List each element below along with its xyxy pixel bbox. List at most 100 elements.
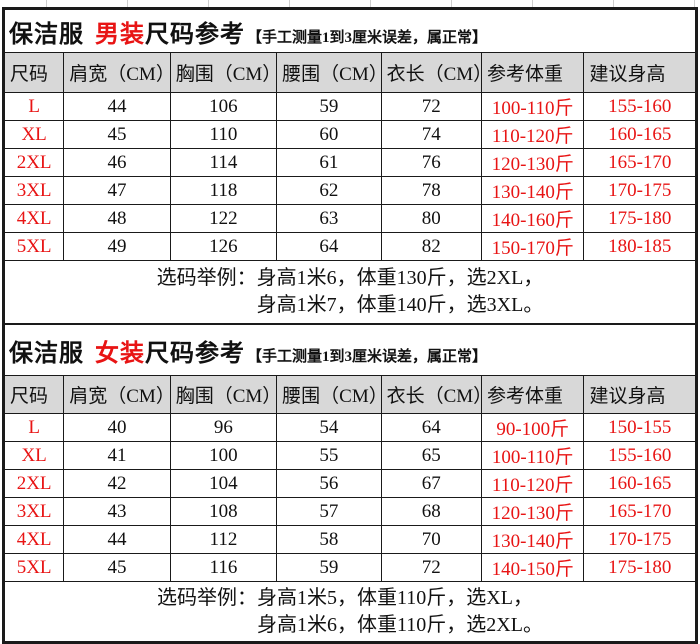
measurement-tolerance-note: 【手工测量1到3厘米误差，属正常】 [247,348,488,365]
col-header-weight: 参考体重 [481,52,585,93]
cell-height: 160-165 [583,469,696,498]
col-header-weight: 参考体重 [481,375,585,414]
womens-size-table: 保洁服 女装尺码参考 【手工测量1到3厘米误差，属正常】 尺码 肩宽（CM） 胸围（… [3,324,696,642]
cell-length: 64 [380,413,483,442]
cell-shoulder: 43 [63,497,171,526]
womens-header-row: 尺码 肩宽（CM） 胸围（CM） 腰围（CM） 衣长（CM） 参考体重 建议身高 [3,375,696,414]
mens-note-row: 选码举例：身高1米6，体重130斤，选2XL， 身高1米7，体重140斤，选3X… [4,260,696,324]
col-header-chest: 胸围（CM） [169,52,278,93]
product-name: 保洁服 [9,21,84,48]
col-header-shoulder: 肩宽（CM） [63,375,171,414]
cell-height: 175-180 [583,204,696,233]
cell-length: 68 [380,497,483,526]
cell-shoulder: 48 [63,204,171,233]
mens-size-selection-example: 选码举例：身高1米6，体重130斤，选2XL， 身高1米7，体重140斤，选3X… [4,260,696,324]
cell-height: 155-160 [583,441,696,470]
womens-size-row-5XL: 5XL 45 116 59 72 140-150斤 175-180 [3,553,696,582]
cell-chest: 122 [169,204,278,233]
cell-size: 5XL [3,232,65,261]
cell-length: 65 [380,441,483,470]
cell-height: 170-175 [583,176,696,205]
note-line-2: 身高1米6，体重110斤，选2XL。 [257,613,543,636]
note-line-1: 选码举例：身高1米5，体重110斤，选XL， [157,586,533,609]
cell-waist: 57 [276,497,382,526]
col-header-length: 衣长（CM） [380,375,483,414]
cell-length: 72 [380,553,483,582]
cell-height: 155-160 [583,92,696,121]
cell-weight: 130-140斤 [481,176,585,205]
mens-table-title: 保洁服 男装尺码参考 【手工测量1到3厘米误差，属正常】 [4,9,696,53]
cell-shoulder: 42 [63,469,171,498]
womens-size-row-L: L 40 96 54 64 90-100斤 150-155 [3,413,696,442]
cell-weight: 120-130斤 [481,497,585,526]
womens-size-row-2XL: 2XL 42 104 56 67 110-120斤 160-165 [3,469,696,498]
mens-size-row-5XL: 5XL 49 126 64 82 150-170斤 180-185 [3,232,696,261]
col-header-height: 建议身高 [583,52,696,93]
cell-height: 150-155 [583,413,696,442]
cell-size: L [3,413,65,442]
col-header-chest: 胸围（CM） [169,375,278,414]
size-chart-container: 保洁服 男装尺码参考 【手工测量1到3厘米误差，属正常】 尺码 肩宽（CM） 胸围（… [2,7,698,644]
spreadsheet-gridlines-top [0,0,700,7]
mens-title-row: 保洁服 男装尺码参考 【手工测量1到3厘米误差，属正常】 [4,9,696,53]
cell-weight: 120-130斤 [481,148,585,177]
col-header-waist: 腰围（CM） [276,375,382,414]
col-header-length: 衣长（CM） [380,52,483,93]
cell-length: 82 [380,232,483,261]
cell-shoulder: 41 [63,441,171,470]
cell-waist: 55 [276,441,382,470]
cell-waist: 59 [276,553,382,582]
col-header-waist: 腰围（CM） [276,52,382,93]
cell-chest: 108 [169,497,278,526]
womens-note-row: 选码举例：身高1米5，体重110斤，选XL， 身高1米6，体重110斤，选2XL… [4,581,696,642]
cell-height: 170-175 [583,525,696,554]
cell-length: 70 [380,525,483,554]
cell-waist: 61 [276,148,382,177]
cell-size: 2XL [3,148,65,177]
cell-shoulder: 44 [63,525,171,554]
cell-height: 165-170 [583,497,696,526]
cell-size: 2XL [3,469,65,498]
cell-size: 4XL [3,525,65,554]
cell-weight: 90-100斤 [481,413,585,442]
cell-size: 3XL [3,176,65,205]
cell-waist: 62 [276,176,382,205]
cell-length: 76 [380,148,483,177]
note-text: 选码举例：身高1米6，体重130斤，选2XL， 身高1米7，体重140斤，选3X… [157,265,544,319]
cell-waist: 58 [276,525,382,554]
cell-weight: 140-150斤 [481,553,585,582]
cell-height: 180-185 [583,232,696,261]
cell-waist: 56 [276,469,382,498]
cell-waist: 63 [276,204,382,233]
mens-size-table: 保洁服 男装尺码参考 【手工测量1到3厘米误差，属正常】 尺码 肩宽（CM） 胸围（… [3,9,696,324]
cell-weight: 100-110斤 [481,92,585,121]
cell-chest: 104 [169,469,278,498]
cell-shoulder: 47 [63,176,171,205]
cell-chest: 118 [169,176,278,205]
col-header-size: 尺码 [3,375,65,414]
cell-chest: 116 [169,553,278,582]
cell-shoulder: 49 [63,232,171,261]
product-name: 保洁服 [9,340,84,367]
mens-size-row-XL: XL 45 110 60 74 110-120斤 160-165 [3,120,696,149]
cell-chest: 112 [169,525,278,554]
measurement-tolerance-note: 【手工测量1到3厘米误差，属正常】 [247,29,488,46]
cell-weight: 140-160斤 [481,204,585,233]
cell-chest: 96 [169,413,278,442]
title-suffix: 尺码参考 [145,340,245,367]
cell-height: 165-170 [583,148,696,177]
cell-chest: 106 [169,92,278,121]
womens-size-row-XL: XL 41 100 55 65 100-110斤 155-160 [3,441,696,470]
cell-weight: 130-140斤 [481,525,585,554]
note-line-2: 身高1米7，体重140斤，选3XL。 [256,294,544,316]
cell-chest: 100 [169,441,278,470]
mens-size-row-L: L 44 106 59 72 100-110斤 155-160 [3,92,696,121]
cell-length: 67 [380,469,483,498]
cell-shoulder: 45 [63,120,171,149]
womens-size-row-3XL: 3XL 43 108 57 68 120-130斤 165-170 [3,497,696,526]
cell-length: 74 [380,120,483,149]
cell-height: 175-180 [583,553,696,582]
title-suffix: 尺码参考 [145,21,245,48]
cell-shoulder: 46 [63,148,171,177]
cell-waist: 54 [276,413,382,442]
